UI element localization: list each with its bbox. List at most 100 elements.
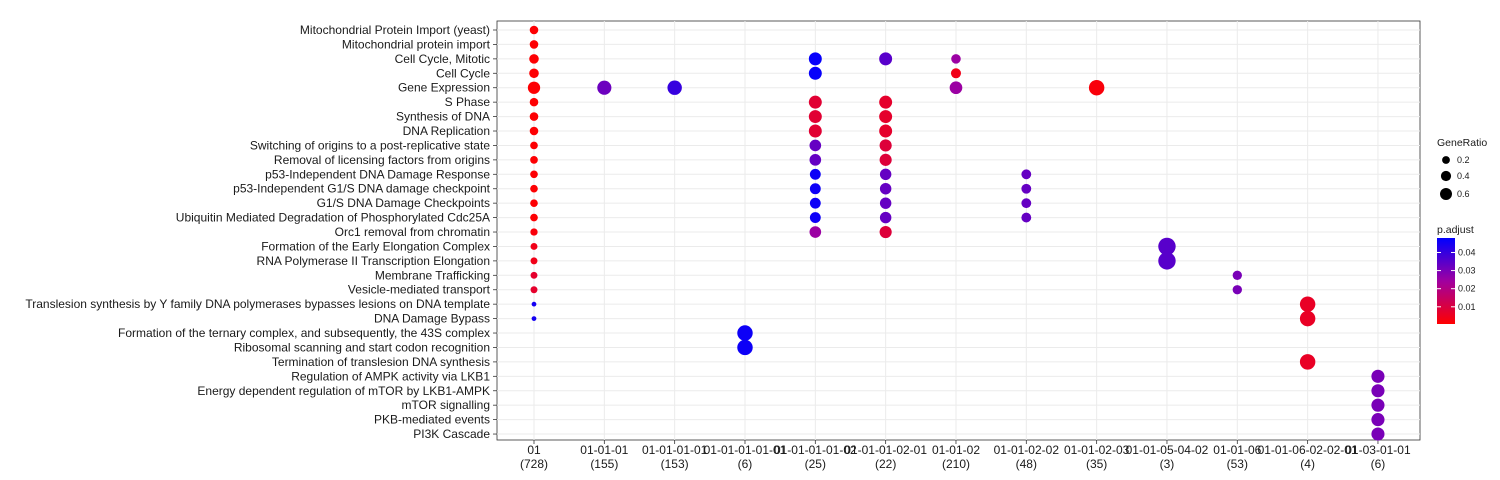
y-tick-label: Translesion synthesis by Y family DNA po… xyxy=(25,297,490,311)
data-point xyxy=(809,226,822,238)
data-point xyxy=(1088,79,1105,96)
data-point xyxy=(530,170,538,179)
x-tick-label: 01-01-06-02-02-01 xyxy=(1258,443,1358,457)
color-legend-label: 0.01 xyxy=(1458,302,1476,312)
x-tick-label: 01-01-02-02 xyxy=(994,443,1060,457)
data-point xyxy=(879,95,893,109)
data-point xyxy=(950,68,961,79)
x-tick-count: (153) xyxy=(661,457,689,471)
y-tick-label: Membrane Trafficking xyxy=(375,268,490,282)
y-tick-label: RNA Polymerase II Transcription Elongati… xyxy=(257,254,490,268)
data-point xyxy=(809,197,821,209)
size-legend-label: 0.2 xyxy=(1457,155,1470,165)
data-point xyxy=(530,228,538,236)
data-point xyxy=(809,168,821,180)
data-point xyxy=(530,156,538,164)
x-tick-count: (53) xyxy=(1227,457,1248,471)
data-point xyxy=(530,213,538,222)
color-legend-ticks: 0.04 0.03 0.02 0.01 xyxy=(1437,247,1476,312)
y-tick-label: Orc1 removal from chromatin xyxy=(335,225,490,239)
size-legend-label: 0.4 xyxy=(1457,171,1470,181)
color-legend: p.adjust 0.04 0.03 0.02 0.01 xyxy=(1437,224,1476,324)
data-point xyxy=(530,184,538,193)
data-point xyxy=(529,112,539,121)
x-tick-count: (6) xyxy=(1371,457,1386,471)
data-point xyxy=(529,68,539,79)
data-point xyxy=(809,212,821,224)
y-tick-label: p53-Independent DNA Damage Response xyxy=(265,167,490,181)
data-point xyxy=(1158,237,1176,256)
y-tick-label: Mitochondrial Protein Import (yeast) xyxy=(300,23,490,37)
data-point xyxy=(529,40,539,49)
data-point xyxy=(951,54,961,64)
y-tick-label: mTOR signalling xyxy=(402,398,490,412)
data-point xyxy=(808,52,822,66)
x-tick-label: 01-01-01-01 xyxy=(642,443,708,457)
data-point xyxy=(949,81,963,95)
data-point xyxy=(879,211,892,224)
data-point xyxy=(808,95,822,109)
data-point xyxy=(808,66,822,80)
data-point xyxy=(529,54,539,64)
x-tick-label: 01-01-05-04-02 xyxy=(1126,443,1209,457)
size-legend: GeneRatio 0.2 0.4 0.6 xyxy=(1437,137,1487,200)
data-point xyxy=(809,154,822,166)
data-point xyxy=(737,325,753,341)
data-point xyxy=(530,257,538,265)
data-point xyxy=(879,52,893,66)
y-tick-label: Ribosomal scanning and start codon recog… xyxy=(234,340,490,354)
color-legend-title: p.adjust xyxy=(1437,224,1474,236)
y-tick-label: Vesicle-mediated transport xyxy=(348,283,491,297)
x-tick-label: 01-01-02-03 xyxy=(1064,443,1130,457)
x-tick-label: 01-01-02 xyxy=(932,443,980,457)
size-legend-dot xyxy=(1442,156,1450,164)
data-point xyxy=(879,124,893,138)
y-tick-label: Formation of the ternary complex, and su… xyxy=(118,326,490,340)
y-tick-label: Cell Cycle xyxy=(436,66,490,80)
size-legend-dot xyxy=(1440,188,1452,200)
x-tick-count: (210) xyxy=(942,457,970,471)
x-tick-count: (22) xyxy=(875,457,896,471)
data-point xyxy=(531,316,537,321)
data-point xyxy=(1299,310,1316,327)
data-point xyxy=(879,225,892,239)
y-tick-label: Cell Cycle, Mitotic xyxy=(395,52,490,66)
x-tick-label: 01-01-01 xyxy=(580,443,628,457)
data-point xyxy=(1371,369,1385,383)
data-point xyxy=(1232,270,1242,280)
data-point xyxy=(597,80,612,95)
size-legend-dot xyxy=(1440,170,1452,182)
data-point xyxy=(879,153,892,166)
data-point xyxy=(1299,296,1316,312)
color-legend-label: 0.03 xyxy=(1458,266,1476,276)
y-tick-label: Ubiquitin Mediated Degradation of Phosph… xyxy=(176,211,490,225)
y-tick-label: Switching of origins to a post-replicati… xyxy=(250,138,490,152)
x-tick-count: (155) xyxy=(590,457,618,471)
data-point xyxy=(879,110,893,124)
y-tick-label: PKB-mediated events xyxy=(374,413,490,427)
data-point xyxy=(529,97,539,107)
data-point xyxy=(1371,398,1385,412)
data-point xyxy=(1371,413,1385,427)
y-tick-label: Synthesis of DNA xyxy=(396,110,490,124)
data-point xyxy=(530,242,538,250)
data-point xyxy=(1299,354,1316,370)
data-point xyxy=(530,286,538,294)
data-point xyxy=(530,271,538,279)
x-tick-label: 01-01-01-01-02 xyxy=(774,443,857,457)
data-point xyxy=(529,126,539,136)
y-tick-label: Formation of the Early Elongation Comple… xyxy=(261,239,490,253)
color-legend-label: 0.04 xyxy=(1458,247,1476,257)
data-point xyxy=(530,199,538,207)
y-tick-label: Termination of translesion DNA synthesis xyxy=(272,355,490,369)
data-point xyxy=(1021,198,1032,209)
x-tick-label: 01-01-06 xyxy=(1213,443,1261,457)
y-axis-labels: Mitochondrial Protein Import (yeast)Mito… xyxy=(25,23,497,441)
x-tick-label: 01-01-01-01-01 xyxy=(704,443,787,457)
data-points xyxy=(527,25,1385,441)
color-legend-label: 0.02 xyxy=(1458,284,1476,294)
x-tick-count: (3) xyxy=(1160,457,1175,471)
data-point xyxy=(809,183,821,195)
data-point xyxy=(879,139,892,152)
y-tick-label: Gene Expression xyxy=(398,81,490,95)
